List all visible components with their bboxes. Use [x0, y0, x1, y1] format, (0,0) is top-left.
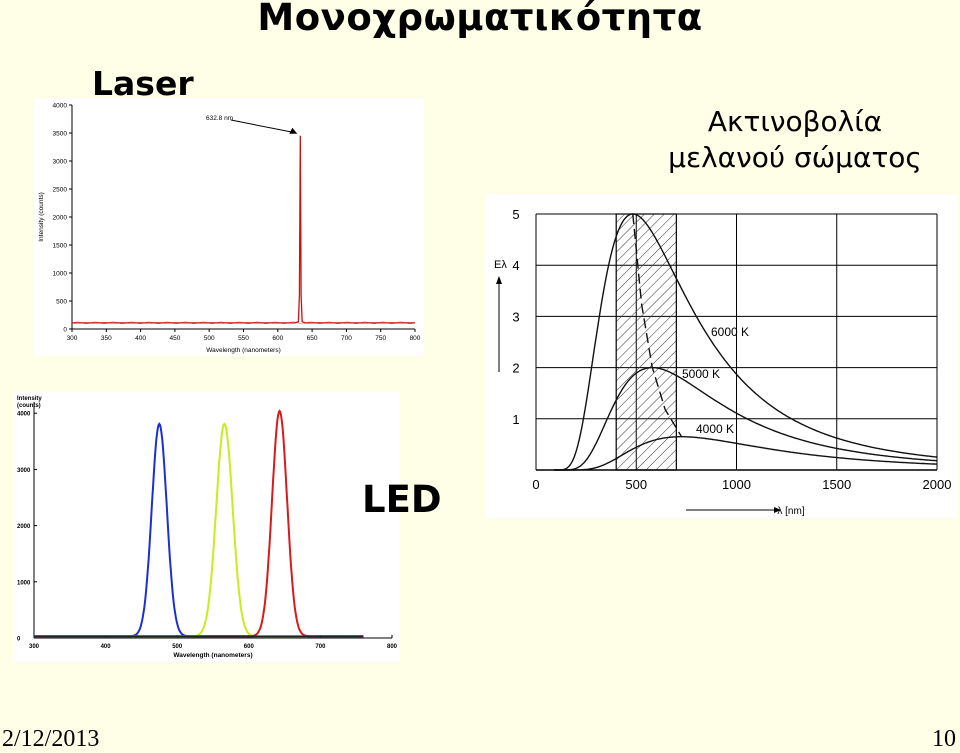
x-tick-label: 700	[315, 644, 326, 650]
x-tick-label: 700	[341, 335, 352, 342]
laser-series-line	[72, 135, 415, 324]
blackbody-label-line2: μελανού σώματος	[668, 141, 922, 174]
blackbody-curve-1	[554, 366, 937, 471]
x-tick-label: 350	[101, 335, 112, 342]
wien-locus	[632, 213, 682, 437]
x-tick-label: 750	[375, 335, 386, 342]
blackbody-label-line1: Ακτινοβολία	[707, 105, 883, 138]
led-spectrum-chart: 0 1000 2000 3000 4000 300 400 500 600 700 800 Wavel…	[14, 392, 400, 662]
y-axis-arrowhead	[496, 276, 502, 284]
x-tick-label: 1000	[722, 477, 751, 492]
led-label: LED	[362, 478, 442, 521]
y-tick-label: 1000	[53, 271, 68, 278]
y-tick-label: 3000	[17, 468, 31, 474]
series-label-1: 5000 K	[682, 367, 720, 381]
y-tick-label: 1	[512, 412, 519, 427]
x-tick-label: 450	[169, 335, 180, 342]
y-tick-label: 3000	[53, 159, 68, 166]
y-tick-label: 2500	[53, 187, 68, 194]
x-tick-label: 300	[67, 335, 78, 342]
x-tick-label: 300	[29, 644, 40, 650]
y-tick-label: 3	[512, 309, 519, 324]
laser-noise	[71, 321, 416, 325]
visible-band	[615, 213, 677, 471]
blackbody-radiation-chart: 0 500 1000 1500 2000 1 2 3 4 5 λ [nm] Eλ 6000 K 5000 …	[486, 194, 958, 518]
y-tick-label: 500	[56, 299, 67, 306]
y-tick-label: 0	[63, 327, 67, 334]
x-tick-label: 650	[307, 335, 318, 342]
slide-date: 2/12/2013	[2, 726, 100, 752]
x-axis-arrowhead	[774, 507, 781, 513]
peak-annotation: 632.8 nm	[206, 115, 233, 122]
y-axis-title-line1: Intensity	[17, 396, 42, 402]
y-axis-title: Eλ	[494, 259, 507, 271]
x-tick-label: 400	[135, 335, 146, 342]
y-axis-title: Intensity (counts)	[38, 192, 45, 242]
blackbody-curve-0	[554, 213, 937, 471]
x-tick-label: 800	[387, 644, 398, 650]
laser-spectrum-chart: 0 500 1000 1500 2000 2500 3000 3500 4000 300 350 40…	[34, 98, 424, 356]
y-axis-title-line2: (counts)	[17, 403, 41, 409]
x-tick-label: 600	[244, 644, 255, 650]
x-tick-label: 400	[101, 644, 112, 650]
x-axis-title: λ [nm]	[777, 506, 804, 517]
series-label-0: 6000 K	[711, 325, 749, 339]
series-label-2: 4000 K	[696, 422, 734, 436]
annotation-arrowhead	[289, 127, 298, 134]
slide-title: Μονοχρωματικότητα	[257, 0, 703, 39]
x-tick-label: 0	[532, 477, 539, 492]
x-tick-label: 500	[172, 644, 183, 650]
y-tick-label: 1500	[53, 243, 68, 250]
x-tick-label: 550	[238, 335, 249, 342]
blackbody-curve-2	[554, 436, 937, 471]
y-tick-label: 2000	[53, 215, 68, 222]
x-tick-label: 500	[625, 477, 647, 492]
y-tick-label: 3500	[53, 131, 68, 138]
x-tick-label: 800	[410, 335, 421, 342]
x-axis-title: Wavelength (nanometers)	[173, 652, 252, 659]
y-tick-label: 4	[512, 258, 519, 273]
annotation-arrow	[230, 119, 296, 134]
y-tick-label: 4000	[53, 103, 68, 110]
y-tick-label: 4000	[17, 412, 31, 418]
x-tick-label: 600	[272, 335, 283, 342]
x-tick-label: 2000	[923, 477, 952, 492]
laser-label: Laser	[92, 64, 194, 103]
x-axis-title: Wavelength (nanometers)	[206, 347, 281, 354]
x-tick-label: 1500	[822, 477, 851, 492]
y-tick-label: 2	[512, 361, 519, 376]
page-number: 10	[932, 726, 956, 752]
y-tick-label: 0	[17, 637, 21, 643]
y-tick-label: 2000	[17, 524, 31, 530]
y-tick-label: 1000	[17, 580, 31, 586]
y-tick-label: 5	[512, 207, 519, 222]
blackbody-label: Ακτινοβολία μελανού σώματος	[650, 104, 940, 176]
x-tick-label: 500	[204, 335, 215, 342]
